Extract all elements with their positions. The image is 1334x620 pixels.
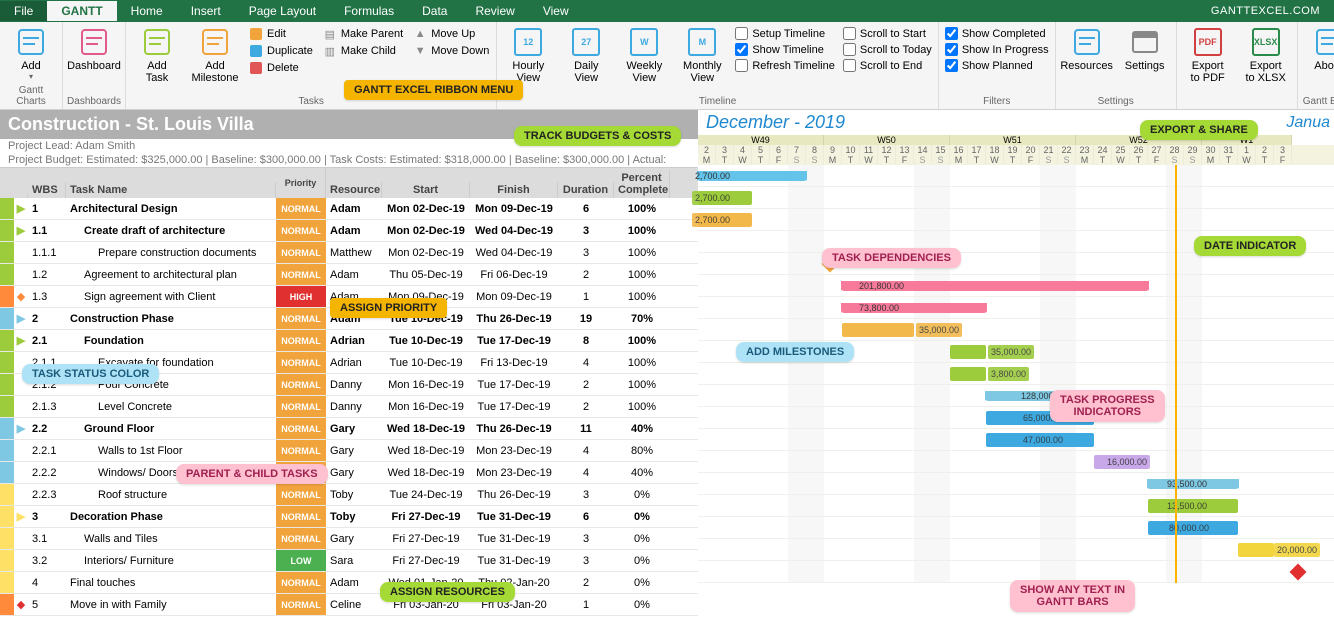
- task-row[interactable]: 3.1Walls and TilesNORMALGaryFri 27-Dec-1…: [0, 528, 698, 550]
- callout-progress: TASK PROGRESS INDICATORS: [1050, 390, 1165, 422]
- callout-date-indicator: DATE INDICATOR: [1194, 236, 1306, 256]
- show-in-progress-checkbox[interactable]: Show In Progress: [943, 42, 1051, 57]
- callout-export-share: EXPORT & SHARE: [1140, 120, 1258, 140]
- scroll-end-checkbox[interactable]: Scroll to End: [841, 58, 934, 73]
- menu-tab-gantt[interactable]: GANTT: [47, 1, 116, 21]
- ribbon: Add▾Gantt ChartsDashboardDashboardsAdd T…: [0, 22, 1334, 110]
- menu-tab-insert[interactable]: Insert: [177, 1, 235, 21]
- callout-task-status: TASK STATUS COLOR: [22, 364, 159, 384]
- task-row[interactable]: 2.1.3Level ConcreteNORMALDannyMon 16-Dec…: [0, 396, 698, 418]
- show-planned-checkbox[interactable]: Show Planned: [943, 58, 1051, 73]
- callout-task-deps: TASK DEPENDENCIES: [822, 248, 961, 268]
- resources-button[interactable]: Resources: [1060, 24, 1114, 74]
- task-row[interactable]: ▶1Architectural DesignNORMALAdamMon 02-D…: [0, 198, 698, 220]
- task-row[interactable]: ▶2.1FoundationNORMALAdrianTue 10-Dec-19T…: [0, 330, 698, 352]
- callout-assign-priority: ASSIGN PRIORITY: [330, 298, 447, 318]
- make-child-button[interactable]: ▥Make Child: [320, 43, 406, 59]
- scroll-today-checkbox[interactable]: Scroll to Today: [841, 42, 934, 57]
- menu-tab-formulas[interactable]: Formulas: [330, 1, 408, 21]
- make-parent-button[interactable]: ▤Make Parent: [320, 26, 406, 42]
- about-button[interactable]: About: [1302, 24, 1334, 74]
- callout-add-milestones: ADD MILESTONES: [736, 342, 854, 362]
- task-row[interactable]: ▶2.2Ground FloorNORMALGaryWed 18-Dec-19T…: [0, 418, 698, 440]
- menu-tab-data[interactable]: Data: [408, 1, 461, 21]
- task-grid: Construction - St. Louis Villa Project L…: [0, 110, 698, 616]
- show-completed-checkbox[interactable]: Show Completed: [943, 26, 1051, 41]
- task-row[interactable]: 3.2Interiors/ FurnitureLOWSaraFri 27-Dec…: [0, 550, 698, 572]
- export-pdf-button[interactable]: PDFExport to PDF: [1181, 24, 1235, 86]
- menu-tab-home[interactable]: Home: [117, 1, 177, 21]
- edit-button[interactable]: Edit: [246, 26, 316, 42]
- callout-assign-resources: ASSIGN RESOURCES: [380, 582, 515, 602]
- daily-view-button[interactable]: 27Daily View: [559, 24, 613, 86]
- hourly-view-button[interactable]: 12Hourly View: [501, 24, 555, 86]
- menu-tab-page layout[interactable]: Page Layout: [235, 1, 330, 21]
- task-row[interactable]: ▶1.1Create draft of architectureNORMALAd…: [0, 220, 698, 242]
- dashboard-button[interactable]: Dashboard: [67, 24, 121, 74]
- callout-any-text: SHOW ANY TEXT IN GANTT BARS: [1010, 580, 1135, 612]
- add-task-button[interactable]: Add Task: [130, 24, 184, 86]
- add-milestone-button[interactable]: Add Milestone: [188, 24, 242, 86]
- task-row[interactable]: ◆5Move in with FamilyNORMALCelineFri 03-…: [0, 594, 698, 616]
- brand-label: GANTTEXCEL.COM: [1211, 5, 1334, 17]
- task-row[interactable]: ▶3Decoration PhaseNORMALTobyFri 27-Dec-1…: [0, 506, 698, 528]
- menu-tab-view[interactable]: View: [529, 1, 583, 21]
- refresh-timeline-checkbox[interactable]: Refresh Timeline: [733, 58, 837, 73]
- task-row[interactable]: 1.2Agreement to architectural planNORMAL…: [0, 264, 698, 286]
- timeline-title: December - 2019: [698, 110, 853, 135]
- callout-parent-child: PARENT & CHILD TASKS: [176, 464, 328, 484]
- scroll-start-checkbox[interactable]: Scroll to Start: [841, 26, 934, 41]
- add-button[interactable]: Add▾: [4, 24, 58, 83]
- monthly-view-button[interactable]: MMonthly View: [675, 24, 729, 86]
- task-row[interactable]: 1.1.1Prepare construction documentsNORMA…: [0, 242, 698, 264]
- menu-bar: FileGANTTHomeInsertPage LayoutFormulasDa…: [0, 0, 1334, 22]
- settings-button[interactable]: Settings: [1118, 24, 1172, 74]
- delete-button[interactable]: Delete: [246, 60, 316, 76]
- duplicate-button[interactable]: Duplicate: [246, 43, 316, 59]
- task-row[interactable]: 2.2.2Windows/ DoorsNORMALGaryWed 18-Dec-…: [0, 462, 698, 484]
- export-xlsx-button[interactable]: XLSXExport to XLSX: [1239, 24, 1293, 86]
- callout-track-budgets: TRACK BUDGETS & COSTS: [514, 126, 681, 146]
- column-headers: WBS Task Name Priority Resource Start Fi…: [0, 168, 698, 198]
- task-row[interactable]: 4Final touchesNORMALAdamWed 01-Jan-20Thu…: [0, 572, 698, 594]
- show-timeline-checkbox[interactable]: Show Timeline: [733, 42, 837, 57]
- move-up-button[interactable]: ▲Move Up: [410, 26, 492, 42]
- project-budget: Project Budget: Estimated: $325,000.00 |…: [0, 153, 698, 168]
- menu-tab-review[interactable]: Review: [461, 1, 528, 21]
- weekly-view-button[interactable]: WWeekly View: [617, 24, 671, 86]
- move-down-button[interactable]: ▼Move Down: [410, 43, 492, 59]
- task-row[interactable]: 2.2.1Walls to 1st FloorNORMALGaryWed 18-…: [0, 440, 698, 462]
- task-row[interactable]: 2.2.3Roof structureNORMALTobyTue 24-Dec-…: [0, 484, 698, 506]
- menu-tab-file[interactable]: File: [0, 1, 47, 21]
- callout-ribbon-menu: GANTT EXCEL RIBBON MENU: [344, 80, 523, 100]
- setup-timeline-checkbox[interactable]: Setup Timeline: [733, 26, 837, 41]
